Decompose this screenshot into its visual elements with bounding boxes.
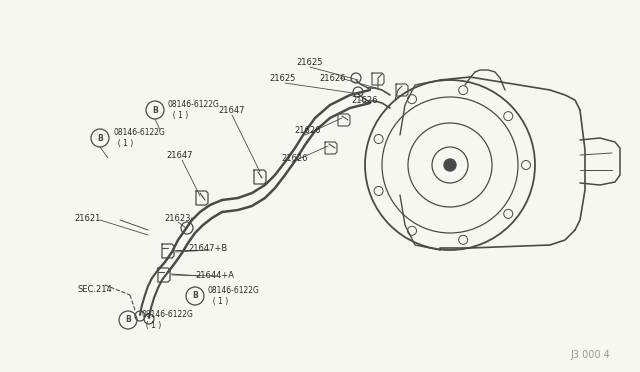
Text: SEC.214: SEC.214: [77, 285, 113, 295]
Text: 08146-6122G
  ( 1 ): 08146-6122G ( 1 ): [141, 310, 193, 330]
Text: 21647: 21647: [219, 106, 245, 115]
Text: 08146-6122G
  ( 1 ): 08146-6122G ( 1 ): [168, 100, 220, 120]
Text: 21623: 21623: [164, 214, 191, 222]
Text: B: B: [97, 134, 103, 142]
Text: 21626: 21626: [320, 74, 346, 83]
Text: 08146-6122G
  ( 1 ): 08146-6122G ( 1 ): [208, 286, 260, 306]
Text: 21621: 21621: [75, 214, 101, 222]
Text: B: B: [125, 315, 131, 324]
Text: B: B: [152, 106, 158, 115]
Text: 21625: 21625: [297, 58, 323, 67]
Text: 21647+B: 21647+B: [188, 244, 228, 253]
Text: 21644+A: 21644+A: [195, 270, 234, 279]
Text: 08146-6122G
  ( 1 ): 08146-6122G ( 1 ): [113, 128, 165, 148]
Text: 21626: 21626: [295, 125, 321, 135]
Text: 21626: 21626: [282, 154, 308, 163]
Text: B: B: [192, 292, 198, 301]
Text: 21647: 21647: [167, 151, 193, 160]
Text: J3 000 4: J3 000 4: [570, 350, 610, 360]
Text: 21626: 21626: [352, 96, 378, 105]
Circle shape: [444, 159, 456, 171]
Text: 21625: 21625: [270, 74, 296, 83]
